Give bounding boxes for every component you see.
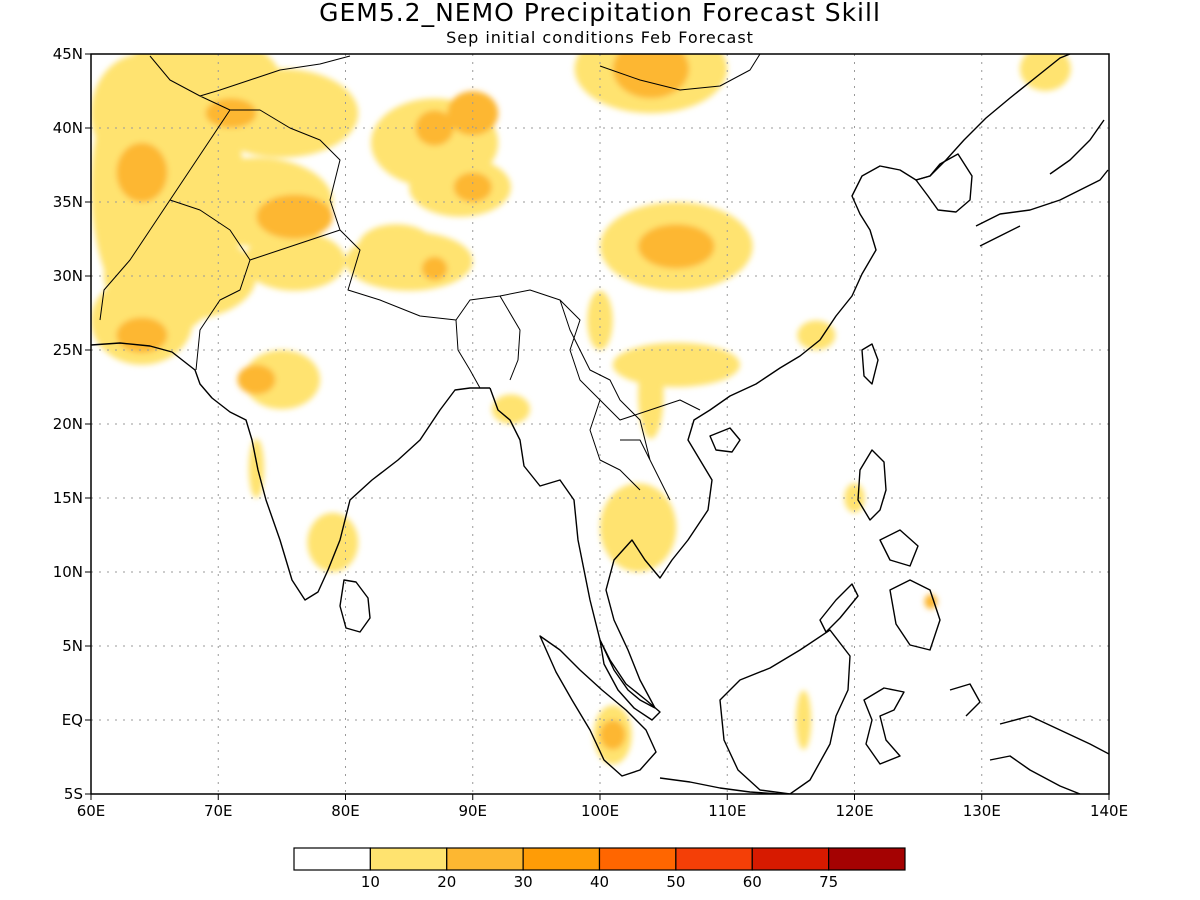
lon-tick-label: 80E <box>331 802 360 820</box>
skill-patch-27 <box>116 142 168 202</box>
colorbar-swatch <box>369 847 448 871</box>
lat-tick-label: 35N <box>53 193 83 211</box>
lon-tick-label: 130E <box>963 802 1001 820</box>
colorbar-swatch <box>675 847 753 871</box>
colorbar-label: 75 <box>819 873 838 891</box>
colorbar-swatch <box>446 847 524 871</box>
lon-tick-label: 60E <box>77 802 106 820</box>
colorbar-swatch <box>598 847 677 871</box>
colorbar-label: 20 <box>437 873 456 891</box>
coast-visayas <box>879 529 919 567</box>
coast-korea <box>915 153 973 213</box>
coast-india <box>91 342 490 601</box>
coast-luzon <box>857 449 887 521</box>
colorbar-swatch <box>522 847 601 871</box>
colorbar-label: 30 <box>514 873 533 891</box>
coastlines <box>91 54 1109 794</box>
skill-patch-29 <box>256 194 333 239</box>
lat-tick-label: EQ <box>62 711 83 729</box>
lon-tick-label: 120E <box>835 802 873 820</box>
coast-sulawesi <box>863 687 905 765</box>
lat-tick-label: 5S <box>64 785 83 803</box>
colorbar-label: 10 <box>361 873 380 891</box>
skill-patch-26 <box>1019 54 1071 91</box>
skill-patch-31 <box>415 110 454 146</box>
skill-patch-15 <box>612 342 740 387</box>
skill-patch-33 <box>453 172 492 202</box>
skill-patch-37 <box>237 364 276 395</box>
colorbar-swatch <box>293 847 371 871</box>
lon-tick-label: 100E <box>581 802 619 820</box>
skill-patch-17 <box>797 320 836 351</box>
coast-palawan <box>819 583 859 633</box>
coast-borneo <box>719 629 851 794</box>
plot-subtitle: Sep initial conditions Feb Forecast <box>446 28 754 47</box>
skill-patch-11 <box>345 231 473 291</box>
lat-tick-label: 30N <box>53 267 83 285</box>
skill-patch-30 <box>116 317 168 353</box>
coast-java <box>659 777 781 794</box>
skill-patch-38 <box>600 720 626 750</box>
colorbar-label: 40 <box>590 873 609 891</box>
border-lines <box>99 54 761 501</box>
coast-malay <box>599 639 661 721</box>
coast-mindanao <box>889 579 941 651</box>
coast-moluccas <box>949 683 1109 794</box>
coast-sri-lanka <box>339 579 371 633</box>
lat-tick-label: 10N <box>53 563 83 581</box>
lat-tick-label: 45N <box>53 45 83 63</box>
map-axes: 60E 70E 80E 90E 100E 110E 120E 130E 140E 45N 40N 35… <box>53 45 1128 820</box>
coast-taiwan <box>861 343 879 385</box>
skill-patch-14 <box>587 290 613 350</box>
colorbar: 10 20 30 40 50 60 75 <box>293 847 906 891</box>
lat-tick-label: 5N <box>62 637 83 655</box>
lon-tick-label: 140E <box>1090 802 1128 820</box>
lat-lon-grid <box>91 54 1109 794</box>
skill-patch-36 <box>638 224 715 269</box>
lat-tick-label: 40N <box>53 119 83 137</box>
skill-patch-23 <box>844 483 865 513</box>
skill-patch-39 <box>924 594 938 609</box>
lon-tick-label: 90E <box>458 802 487 820</box>
coast-hainan <box>709 427 741 453</box>
colorbar-label: 50 <box>666 873 685 891</box>
skill-patch-16 <box>638 350 664 439</box>
skill-patch-3 <box>205 68 359 158</box>
skill-patch-7 <box>243 231 346 291</box>
lat-tick-label: 20N <box>53 415 83 433</box>
coast-myanmar <box>489 387 656 709</box>
skill-patch-32 <box>447 91 499 136</box>
coast-japan <box>975 119 1109 247</box>
lat-tick-label: 25N <box>53 341 83 359</box>
skill-patch-19 <box>307 512 359 573</box>
lon-tick-label: 110E <box>708 802 746 820</box>
skill-patch-22 <box>600 483 677 572</box>
lon-tick-label: 70E <box>204 802 233 820</box>
skill-patch-20 <box>248 438 265 498</box>
colorbar-swatch <box>751 847 830 871</box>
colorbar-label: 60 <box>743 873 762 891</box>
coast-sumatra <box>539 635 657 777</box>
plot-title: GEM5.2_NEMO Precipitation Forecast Skill <box>319 0 881 27</box>
skill-patch-34 <box>421 256 448 281</box>
skill-patch-28 <box>205 98 257 128</box>
skill-shading <box>91 54 1071 765</box>
skill-patch-21 <box>491 394 531 425</box>
skill-patch-18 <box>243 350 321 410</box>
lat-tick-label: 15N <box>53 489 83 507</box>
colorbar-swatch <box>828 847 906 871</box>
